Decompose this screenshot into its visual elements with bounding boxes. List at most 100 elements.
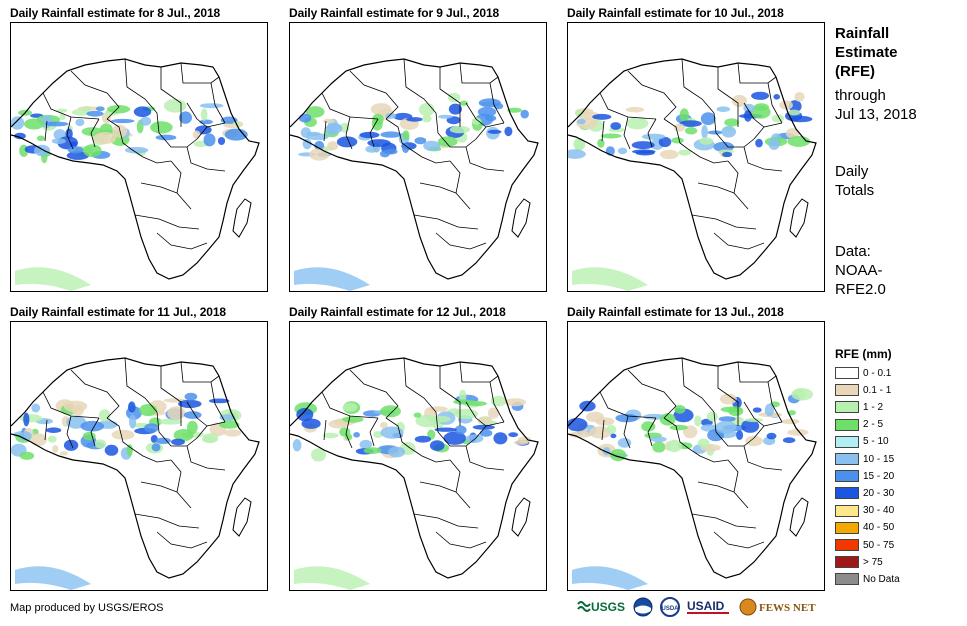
rainfall-patch [448,103,462,115]
rainfall-patch [126,444,133,457]
rainfall-patch [63,439,79,451]
rainfall-patch [606,425,617,434]
country-border [66,116,74,150]
rainfall-patch [45,427,62,433]
rainfall-patch [413,412,422,418]
country-border [134,214,200,230]
panel-title: Daily Rainfall estimate for 8 Jul., 2018 [10,6,221,20]
rainfall-patch [359,131,380,139]
rainfall-patch [183,411,202,419]
rainfall-patch [694,415,702,427]
rainfall-patch [219,420,240,429]
country-border [349,70,399,120]
rainfall-patch [752,407,762,413]
rainfall-patch [678,149,692,156]
country-border [743,401,765,427]
country-border [697,481,735,493]
rainfall-patch [322,118,336,124]
svg-text:USDA: USDA [661,606,679,612]
legend-label: 15 - 20 [863,470,895,482]
rainfall-patch [720,393,737,405]
country-border [210,82,226,124]
africa-map [289,22,547,292]
legend-title: RFE (mm) [835,347,892,361]
legend-item: 1 - 2 [835,399,883,415]
country-border [623,415,631,449]
rainfall-patch [518,436,532,443]
rainfall-patch [493,432,508,445]
rainfall-patch [471,117,481,125]
rainfall-patch [223,429,242,437]
rainfall-patch [459,100,468,106]
legend-label: > 75 [863,556,883,568]
rainfall-patch [773,94,780,100]
rainfall-patch [19,451,35,460]
rainfall-patch [504,126,513,137]
rainfall-patch [507,107,522,113]
rainfall-patch [158,418,183,425]
rainfall-patch [140,116,152,126]
rainfall-patch [493,102,504,110]
country-border [767,82,783,124]
africa-map [10,22,268,292]
rainfall-patch [406,117,423,122]
legend-swatch [835,435,859,448]
rainfall-patch [592,113,612,120]
legend-label: No Data [863,573,900,585]
rainfall-patch [728,406,744,416]
rainfall-patch [373,431,383,438]
africa-map [567,22,825,292]
country-border [409,447,451,463]
legend-item: 2 - 5 [835,417,883,433]
ocean-rainfall-band [294,267,370,291]
rainfall-patch [150,121,173,134]
country-border [713,112,755,148]
legend-swatch [835,384,859,397]
rainfall-patch [487,407,500,419]
ocean-rainfall-band [294,566,370,590]
rainfall-patch [741,419,760,433]
rainfall-patch [718,416,736,422]
rainfall-patch [47,435,57,443]
country-border [90,417,100,447]
panel-title: Daily Rainfall estimate for 9 Jul., 2018 [289,6,500,20]
rainfall-patch [52,445,59,453]
rainfall-patch [617,147,628,155]
coastline [11,357,260,579]
rainfall-patch [171,438,185,446]
madagascar-outline [789,497,809,537]
rainfall-patch [151,443,161,452]
rainfall-patch [669,424,688,431]
country-border [70,369,120,419]
legend-item: 0.1 - 1 [835,382,891,398]
rainfall-patch [574,139,584,152]
country-border [713,411,755,447]
rainfall-patch [59,113,66,121]
rainfall-patch [490,395,507,407]
country-border [435,411,477,447]
rainfall-patch [199,119,213,125]
map-panel-10-jul: Daily Rainfall estimate for 10 Jul., 201… [567,6,825,292]
country-border [323,120,327,142]
madagascar-outline [511,497,531,537]
rainfall-patch [336,136,358,148]
rainfall-patch [139,404,158,417]
rainfall-patch [447,92,461,103]
country-border [459,361,499,383]
rainfall-patch [487,129,502,134]
legend-swatch [835,487,859,500]
rainfall-patch [520,109,529,119]
country-border [156,531,208,549]
rainfall-patch [428,406,448,412]
country-border [687,447,729,463]
rainfall-patch [595,417,615,426]
rainfall-patch [724,118,740,127]
rainfall-patch [569,431,592,438]
rainfall-patch [86,110,104,117]
legend-item: 15 - 20 [835,468,894,484]
rainfall-patch [568,149,586,159]
rainfall-patch [80,420,105,432]
rainfall-patch [380,131,402,138]
country-border [465,146,505,172]
coastline [568,58,817,280]
